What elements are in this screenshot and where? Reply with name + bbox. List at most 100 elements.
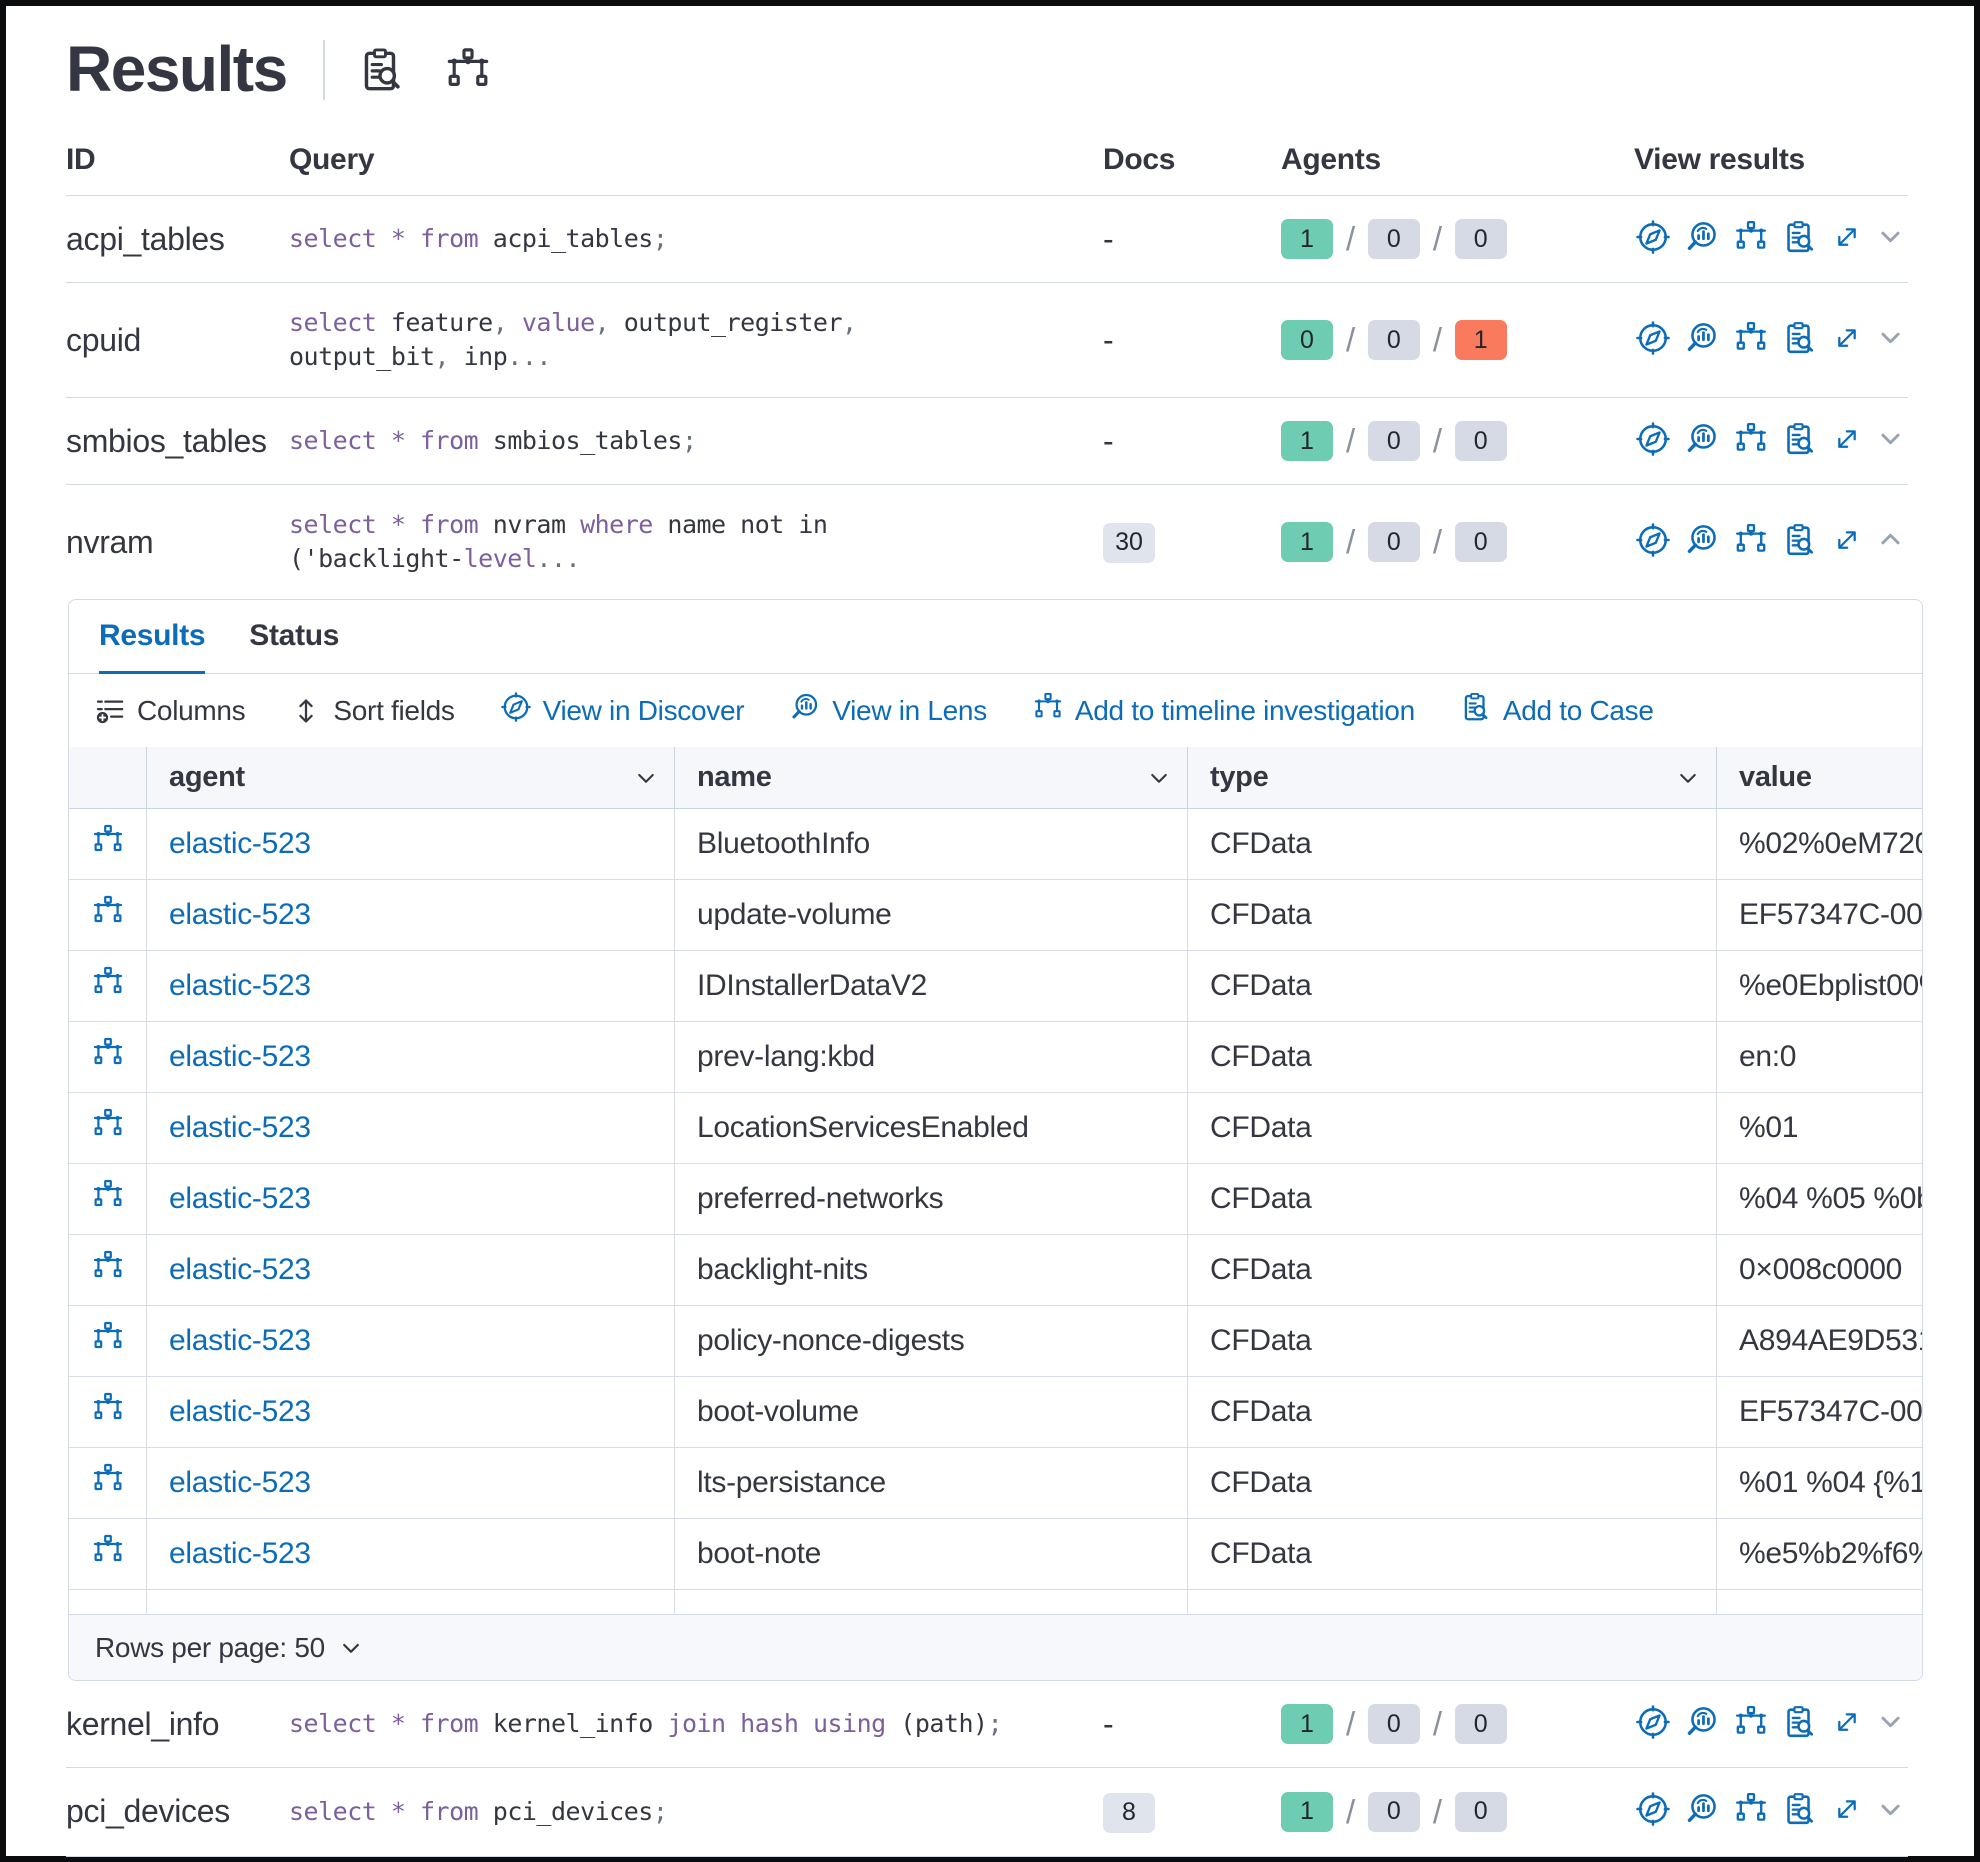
expand-row-button[interactable]	[1877, 324, 1904, 356]
view-in-lens-button[interactable]	[1685, 220, 1719, 259]
row-add-to-timeline-button[interactable]	[69, 1306, 147, 1377]
row-add-to-timeline-button[interactable]	[69, 1377, 147, 1448]
agent-link[interactable]: elastic-523	[169, 1466, 311, 1500]
view-in-discover-button[interactable]	[1636, 522, 1670, 562]
agents-failed-badge: 1	[1454, 320, 1507, 361]
row-add-to-timeline-button[interactable]	[69, 1235, 147, 1306]
query-id: kernel_info	[66, 1705, 220, 1742]
add-to-case-button[interactable]	[1783, 321, 1817, 360]
expand-results-button[interactable]	[1832, 222, 1862, 257]
view-in-lens-button[interactable]	[1685, 1792, 1719, 1831]
tab-status[interactable]: Status	[249, 618, 340, 652]
view-in-lens-button[interactable]	[1685, 321, 1719, 360]
agent-link[interactable]: elastic-523	[169, 1111, 311, 1145]
row-add-to-timeline-button[interactable]	[69, 951, 147, 1022]
agents-failed-badge: 0	[1454, 522, 1507, 563]
type-header-label: type	[1210, 761, 1269, 794]
agent-link[interactable]: elastic-523	[169, 1537, 311, 1571]
timeline-button[interactable]	[445, 47, 491, 93]
grid-header-agent[interactable]: agent	[147, 747, 675, 809]
expand-row-button[interactable]	[1877, 223, 1904, 255]
docs-dash: -	[1103, 422, 1114, 459]
expand-row-button[interactable]	[1877, 1796, 1904, 1828]
timeline-icon	[93, 896, 122, 923]
view-in-lens-button[interactable]	[1685, 422, 1719, 461]
expand-results-button[interactable]	[1832, 1794, 1862, 1829]
add-to-case-button[interactable]	[1783, 1705, 1817, 1744]
add-to-timeline-button[interactable]	[1734, 220, 1768, 259]
grid-header-name[interactable]: name	[675, 747, 1188, 809]
agent-link[interactable]: elastic-523	[169, 1324, 311, 1358]
agent-link[interactable]: elastic-523	[169, 969, 311, 1003]
row-add-to-timeline-button[interactable]	[69, 1164, 147, 1235]
query-row: pci_devices select * from pci_devices; 8…	[66, 1768, 1908, 1857]
add-to-timeline-button[interactable]	[1734, 1705, 1768, 1744]
inspect-query-button[interactable]	[359, 47, 405, 93]
view-in-lens-button[interactable]	[1685, 1705, 1719, 1744]
expand-results-button[interactable]	[1832, 525, 1862, 560]
expand-results-button[interactable]	[1832, 323, 1862, 358]
agents-pending-badge: 0	[1367, 320, 1420, 361]
view-in-lens-button[interactable]	[1685, 523, 1719, 562]
expand-icon	[1838, 530, 1856, 549]
collapse-row-button[interactable]	[1877, 526, 1904, 558]
sort-fields-button[interactable]: Sort fields	[291, 695, 455, 727]
docs-cell: -	[1103, 322, 1281, 359]
row-add-to-timeline-button[interactable]	[69, 809, 147, 880]
view-in-discover-button[interactable]	[1636, 1704, 1670, 1744]
view-in-discover-button[interactable]	[1636, 1792, 1670, 1831]
rows-per-page-button[interactable]: Rows per page: 50	[95, 1631, 325, 1663]
value-cell: en:0	[1739, 1040, 1797, 1074]
nvram-results-panel: Results Status Columns Sort field	[68, 599, 1923, 1682]
type-cell: CFData	[1188, 1306, 1717, 1377]
agent-link[interactable]: elastic-523	[169, 1182, 311, 1216]
queries-rows-bottom: kernel_info select * from kernel_info jo…	[66, 1681, 1908, 1857]
view-results-actions	[1634, 320, 1908, 360]
grid-header-type[interactable]: type	[1188, 747, 1717, 809]
agent-link[interactable]: elastic-523	[169, 1395, 311, 1429]
chevron-down-icon	[638, 773, 654, 783]
add-to-case-link[interactable]: Add to Case	[1461, 692, 1654, 729]
add-to-timeline-button[interactable]	[1734, 1792, 1768, 1831]
row-add-to-timeline-button[interactable]	[69, 1093, 147, 1164]
agent-link[interactable]: elastic-523	[169, 1253, 311, 1287]
add-to-timeline-button[interactable]	[1734, 422, 1768, 461]
agents-separator: /	[1432, 220, 1442, 258]
add-to-timeline-link[interactable]: Add to timeline investigation	[1033, 692, 1415, 729]
row-add-to-timeline-button[interactable]	[69, 1448, 147, 1519]
expand-row-button[interactable]	[1877, 425, 1904, 457]
query-sql: select * from smbios_tables;	[289, 426, 697, 456]
expand-row-button[interactable]	[1877, 1708, 1904, 1740]
columns-button[interactable]: Columns	[95, 695, 246, 727]
row-add-to-timeline-button[interactable]	[69, 880, 147, 951]
view-in-discover-link[interactable]: View in Discover	[500, 692, 745, 729]
discover-compass-icon	[1636, 219, 1670, 254]
agent-link[interactable]: elastic-523	[169, 898, 311, 932]
agents-success-badge: 1	[1281, 522, 1333, 563]
row-add-to-timeline-button[interactable]	[69, 1022, 147, 1093]
grid-header-value[interactable]: value	[1717, 747, 1922, 808]
agent-link[interactable]: elastic-523	[169, 1040, 311, 1074]
add-to-case-button[interactable]	[1783, 422, 1817, 461]
add-to-timeline-button[interactable]	[1734, 523, 1768, 562]
add-to-timeline-button[interactable]	[1734, 321, 1768, 360]
agent-cell: elastic-523	[147, 1448, 675, 1519]
row-add-to-timeline-button[interactable]	[69, 1519, 147, 1590]
agents-pending-badge: 0	[1367, 522, 1420, 563]
chevron-down-icon[interactable]	[339, 1636, 363, 1660]
view-in-lens-link[interactable]: View in Lens	[790, 692, 987, 729]
view-in-discover-button[interactable]	[1636, 320, 1670, 360]
add-to-case-button[interactable]	[1783, 523, 1817, 562]
agents-separator: /	[1432, 523, 1442, 561]
view-in-discover-button[interactable]	[1636, 219, 1670, 259]
expand-results-button[interactable]	[1832, 1707, 1862, 1742]
tab-results[interactable]: Results	[99, 600, 206, 675]
expand-results-button[interactable]	[1832, 424, 1862, 459]
add-to-case-button[interactable]	[1783, 220, 1817, 259]
agent-link[interactable]: elastic-523	[169, 827, 311, 861]
add-to-case-button[interactable]	[1783, 1792, 1817, 1831]
docs-dash: -	[1103, 1705, 1114, 1742]
agents-pending-badge: 0	[1367, 219, 1420, 260]
view-in-discover-button[interactable]	[1636, 421, 1670, 461]
agents-cell: 1 / 0 / 0	[1281, 522, 1634, 563]
